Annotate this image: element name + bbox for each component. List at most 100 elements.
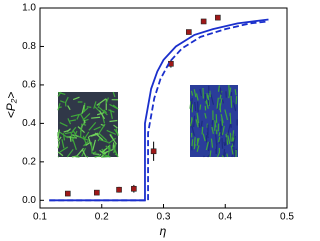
inset-rod bbox=[199, 104, 202, 110]
inset-rod bbox=[209, 150, 212, 158]
data-point bbox=[186, 29, 192, 35]
inset-rod bbox=[109, 119, 118, 123]
inset-rod bbox=[220, 130, 224, 136]
inset-rod bbox=[96, 98, 107, 106]
inset-rod bbox=[80, 126, 82, 138]
inset-rod bbox=[72, 96, 80, 101]
inset-rod bbox=[57, 141, 61, 149]
inset-rod bbox=[91, 116, 101, 119]
inset-rod bbox=[67, 118, 72, 125]
inset-rod bbox=[106, 129, 117, 135]
inset-rod bbox=[227, 124, 231, 136]
inset-rod bbox=[189, 118, 193, 127]
inset-rod bbox=[78, 135, 89, 141]
data-point bbox=[94, 189, 100, 196]
inset-rod bbox=[92, 153, 100, 155]
inset-rod bbox=[224, 109, 229, 121]
inset-rod bbox=[99, 149, 105, 155]
inset-rod bbox=[88, 122, 97, 131]
inset-rod bbox=[210, 138, 214, 148]
inset-rod bbox=[105, 145, 110, 150]
inset-rod bbox=[229, 132, 232, 142]
inset-rod bbox=[193, 89, 197, 98]
inset-rod bbox=[96, 112, 105, 116]
inset-rod bbox=[233, 102, 237, 112]
inset-rod bbox=[107, 150, 110, 158]
inset-rod bbox=[189, 101, 192, 109]
inset-rod bbox=[218, 139, 221, 144]
inset-rod bbox=[72, 134, 80, 138]
inset-rod bbox=[57, 136, 62, 142]
inset-rod bbox=[61, 139, 65, 149]
inset-rod bbox=[81, 104, 85, 114]
inset-rod bbox=[101, 144, 111, 153]
inset-rod bbox=[108, 137, 117, 144]
data-point bbox=[64, 190, 71, 197]
inset-rod bbox=[223, 149, 226, 158]
inset-rod bbox=[203, 155, 205, 158]
x-tick-label: 0.2 bbox=[95, 212, 109, 223]
data-point bbox=[200, 18, 207, 25]
inset-rod bbox=[94, 132, 104, 141]
x-tick-label: 0.5 bbox=[280, 212, 294, 223]
inset-rod bbox=[200, 120, 203, 127]
inset-rod bbox=[194, 101, 197, 112]
inset-rod bbox=[70, 113, 81, 118]
inset-rod bbox=[195, 93, 199, 101]
inset-rod bbox=[230, 145, 234, 155]
inset-rod bbox=[81, 149, 87, 158]
inset-rod bbox=[93, 101, 97, 109]
inset-rod bbox=[69, 135, 72, 142]
inset-rod bbox=[112, 91, 116, 98]
inset-rod bbox=[221, 125, 225, 136]
inset-rod bbox=[57, 103, 61, 111]
dashed-curve bbox=[49, 20, 269, 202]
inset-rod bbox=[98, 123, 106, 134]
inset-rod bbox=[58, 91, 66, 96]
inset-rod bbox=[215, 148, 218, 154]
inset-rod bbox=[94, 155, 101, 158]
inset-rod bbox=[230, 95, 233, 108]
inset-rod bbox=[218, 132, 221, 137]
inset-rod bbox=[85, 141, 91, 147]
inset-rod bbox=[215, 134, 218, 145]
inset-rod bbox=[221, 138, 224, 149]
inset-image bbox=[58, 92, 118, 157]
inset-rod bbox=[72, 129, 78, 137]
inset-rod bbox=[223, 141, 226, 147]
inset-rod bbox=[86, 106, 92, 108]
inset-rod bbox=[57, 91, 62, 97]
inset-rod bbox=[103, 109, 107, 114]
inset-rod bbox=[190, 101, 193, 110]
inset-rod bbox=[76, 114, 80, 120]
inset-rod bbox=[76, 147, 84, 157]
inset-rod bbox=[113, 148, 119, 158]
inset-rod bbox=[72, 130, 78, 140]
y-tick-label: 0.0 bbox=[22, 195, 36, 206]
inset-rod bbox=[105, 97, 109, 104]
data-point bbox=[116, 186, 122, 193]
inset-rod bbox=[190, 145, 193, 151]
data-point bbox=[215, 14, 221, 21]
inset-rod bbox=[210, 94, 215, 105]
inset-rod bbox=[90, 142, 93, 154]
inset-rod bbox=[199, 88, 203, 97]
inset-rod bbox=[221, 155, 224, 158]
inset-rod bbox=[59, 121, 68, 127]
inset-rod bbox=[234, 89, 237, 96]
inset-rod bbox=[224, 137, 227, 146]
inset-rod bbox=[205, 99, 209, 109]
inset-rod bbox=[98, 110, 106, 120]
inset-rod bbox=[70, 132, 74, 142]
inset-rod bbox=[206, 93, 209, 99]
inset-rod bbox=[66, 148, 74, 158]
y-tick-label: 0.6 bbox=[22, 80, 36, 91]
inset-rod bbox=[223, 152, 227, 158]
inset-rod bbox=[67, 105, 71, 111]
inset-rod bbox=[108, 144, 111, 151]
inset-rod bbox=[221, 99, 224, 104]
y-tick-label: 1.0 bbox=[22, 3, 36, 14]
inset-rod bbox=[207, 153, 211, 158]
data-point bbox=[131, 185, 137, 192]
inset-rod bbox=[205, 141, 209, 151]
